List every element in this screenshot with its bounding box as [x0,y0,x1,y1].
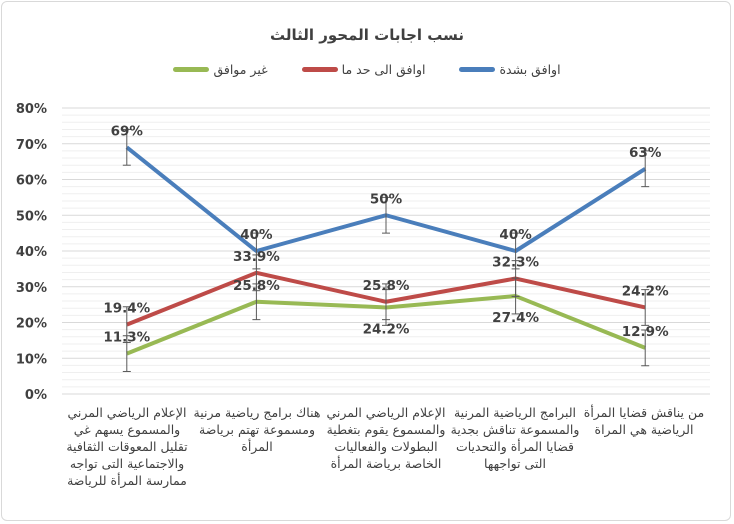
x-tick-label: من يناقش قضايا المرأة الرياضية هي المراة [583,405,705,437]
data-label: 25.8% [363,278,410,294]
y-tick-label: 10% [16,352,47,367]
data-label: 32.3% [492,255,539,271]
legend-item-strongly-agree: اوافق بشدة [459,62,561,77]
data-label: 12.9% [622,324,669,340]
data-label: 24.2% [622,283,669,299]
y-tick-label: 70% [16,138,47,153]
legend: اوافق بشدة اوافق الى حد ما غير موافق [0,62,734,77]
x-tick-label: الإعلام الرياضي المرني والمسموع يقوم بتغ… [326,405,446,471]
y-tick-label: 60% [16,174,47,189]
legend-label: اوافق بشدة [499,62,561,77]
x-tick-label: الإعلام الرياضي المرني والمسموع يسهم غي … [66,405,188,488]
legend-swatch [459,67,496,72]
data-label: 19.4% [103,301,150,317]
data-label: 25.8% [233,278,280,294]
x-tick-label: البرامج الرياضية المرنية والمسموعة تناقش… [450,405,580,471]
y-tick-label: 50% [16,209,47,224]
data-label: 11.3% [103,330,150,346]
legend-item-somewhat-agree: اوافق الى حد ما [301,62,426,77]
legend-label: غير موافق [213,62,268,77]
y-tick-label: 40% [16,245,47,260]
data-label: 40% [240,227,273,243]
y-tick-label: 0% [25,388,47,403]
legend-swatch [173,67,210,72]
legend-label: اوافق الى حد ما [341,62,426,77]
data-label: 33.9% [233,249,280,265]
y-tick-label: 20% [16,317,47,332]
data-label: 50% [370,191,403,207]
y-tick-label: 30% [16,281,47,296]
data-label: 63% [629,145,662,161]
data-label: 27.4% [492,310,539,326]
chart-title: نسب اجابات المحور الثالث [269,26,465,44]
data-label: 69% [111,123,144,139]
data-label: 24.2% [363,321,410,337]
x-tick-label: هناك برامج رياضية مرنية ومسموعة تهتم بري… [193,405,321,454]
legend-item-disagree: غير موافق [173,62,268,77]
data-label: 40% [499,227,532,243]
y-tick-label: 80% [16,102,47,117]
legend-swatch [301,67,338,72]
